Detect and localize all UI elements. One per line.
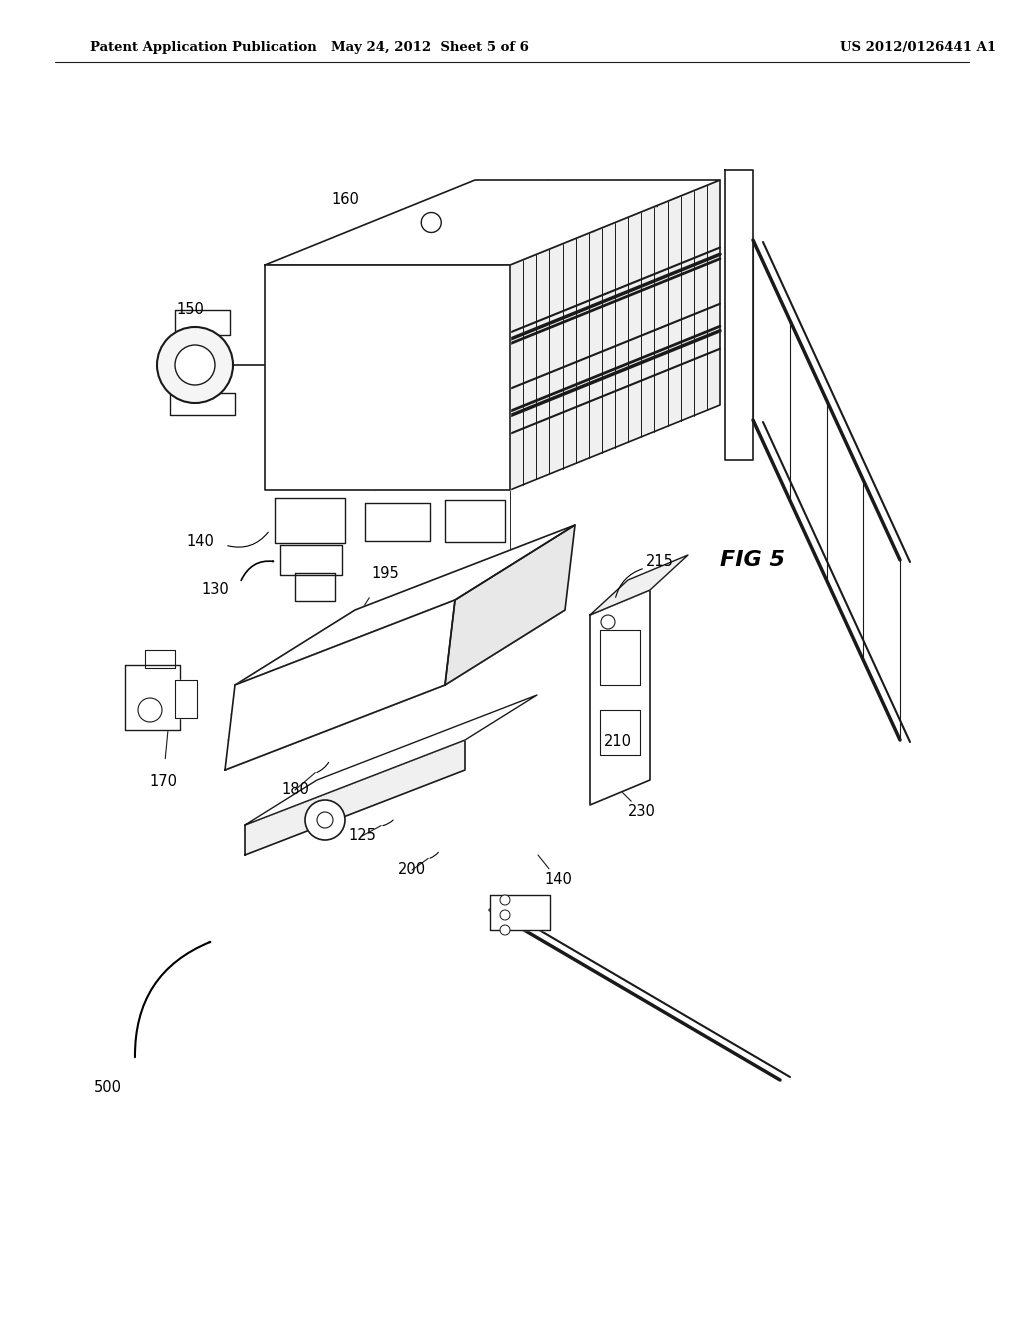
- FancyArrowPatch shape: [241, 561, 273, 581]
- FancyArrowPatch shape: [383, 820, 393, 825]
- Polygon shape: [590, 590, 650, 805]
- Polygon shape: [175, 310, 230, 335]
- Polygon shape: [245, 741, 465, 855]
- Circle shape: [500, 895, 510, 906]
- Polygon shape: [490, 895, 550, 931]
- Polygon shape: [170, 393, 234, 414]
- Circle shape: [500, 925, 510, 935]
- FancyArrowPatch shape: [430, 853, 438, 858]
- Text: US 2012/0126441 A1: US 2012/0126441 A1: [840, 41, 996, 54]
- Polygon shape: [225, 610, 565, 770]
- Text: May 24, 2012  Sheet 5 of 6: May 24, 2012 Sheet 5 of 6: [331, 41, 529, 54]
- Text: 160: 160: [331, 193, 359, 207]
- Text: 230: 230: [628, 804, 656, 820]
- Circle shape: [601, 615, 615, 630]
- Text: 140: 140: [544, 873, 572, 887]
- Polygon shape: [445, 525, 575, 685]
- Polygon shape: [510, 180, 720, 490]
- Polygon shape: [295, 573, 335, 601]
- FancyArrowPatch shape: [135, 942, 210, 1057]
- FancyArrowPatch shape: [316, 763, 329, 772]
- Circle shape: [157, 327, 233, 403]
- Polygon shape: [225, 601, 455, 770]
- Text: 125: 125: [348, 829, 376, 843]
- Circle shape: [421, 213, 441, 232]
- Polygon shape: [245, 696, 537, 825]
- Polygon shape: [175, 680, 197, 718]
- Polygon shape: [275, 498, 345, 543]
- Polygon shape: [600, 710, 640, 755]
- Text: 500: 500: [94, 1081, 122, 1096]
- Polygon shape: [125, 665, 180, 730]
- Circle shape: [138, 698, 162, 722]
- Circle shape: [500, 909, 510, 920]
- Text: 130: 130: [201, 582, 229, 598]
- Polygon shape: [725, 170, 753, 459]
- Text: 200: 200: [398, 862, 426, 878]
- Polygon shape: [280, 545, 342, 576]
- Text: 215: 215: [646, 554, 674, 569]
- Text: Patent Application Publication: Patent Application Publication: [90, 41, 316, 54]
- Text: 170: 170: [150, 775, 177, 789]
- Circle shape: [175, 345, 215, 385]
- Text: 210: 210: [604, 734, 632, 750]
- Polygon shape: [265, 265, 510, 490]
- Polygon shape: [600, 630, 640, 685]
- Polygon shape: [365, 503, 430, 541]
- Text: 150: 150: [176, 302, 204, 318]
- Polygon shape: [590, 554, 688, 615]
- Text: 180: 180: [281, 783, 309, 797]
- Circle shape: [305, 800, 345, 840]
- Text: FIG 5: FIG 5: [720, 550, 785, 570]
- Text: 140: 140: [186, 535, 214, 549]
- FancyArrowPatch shape: [227, 532, 268, 548]
- FancyArrowPatch shape: [615, 569, 642, 598]
- Polygon shape: [445, 500, 505, 543]
- Text: 195: 195: [371, 565, 399, 581]
- Polygon shape: [145, 649, 175, 668]
- Polygon shape: [265, 180, 720, 265]
- Circle shape: [317, 812, 333, 828]
- Polygon shape: [234, 525, 575, 685]
